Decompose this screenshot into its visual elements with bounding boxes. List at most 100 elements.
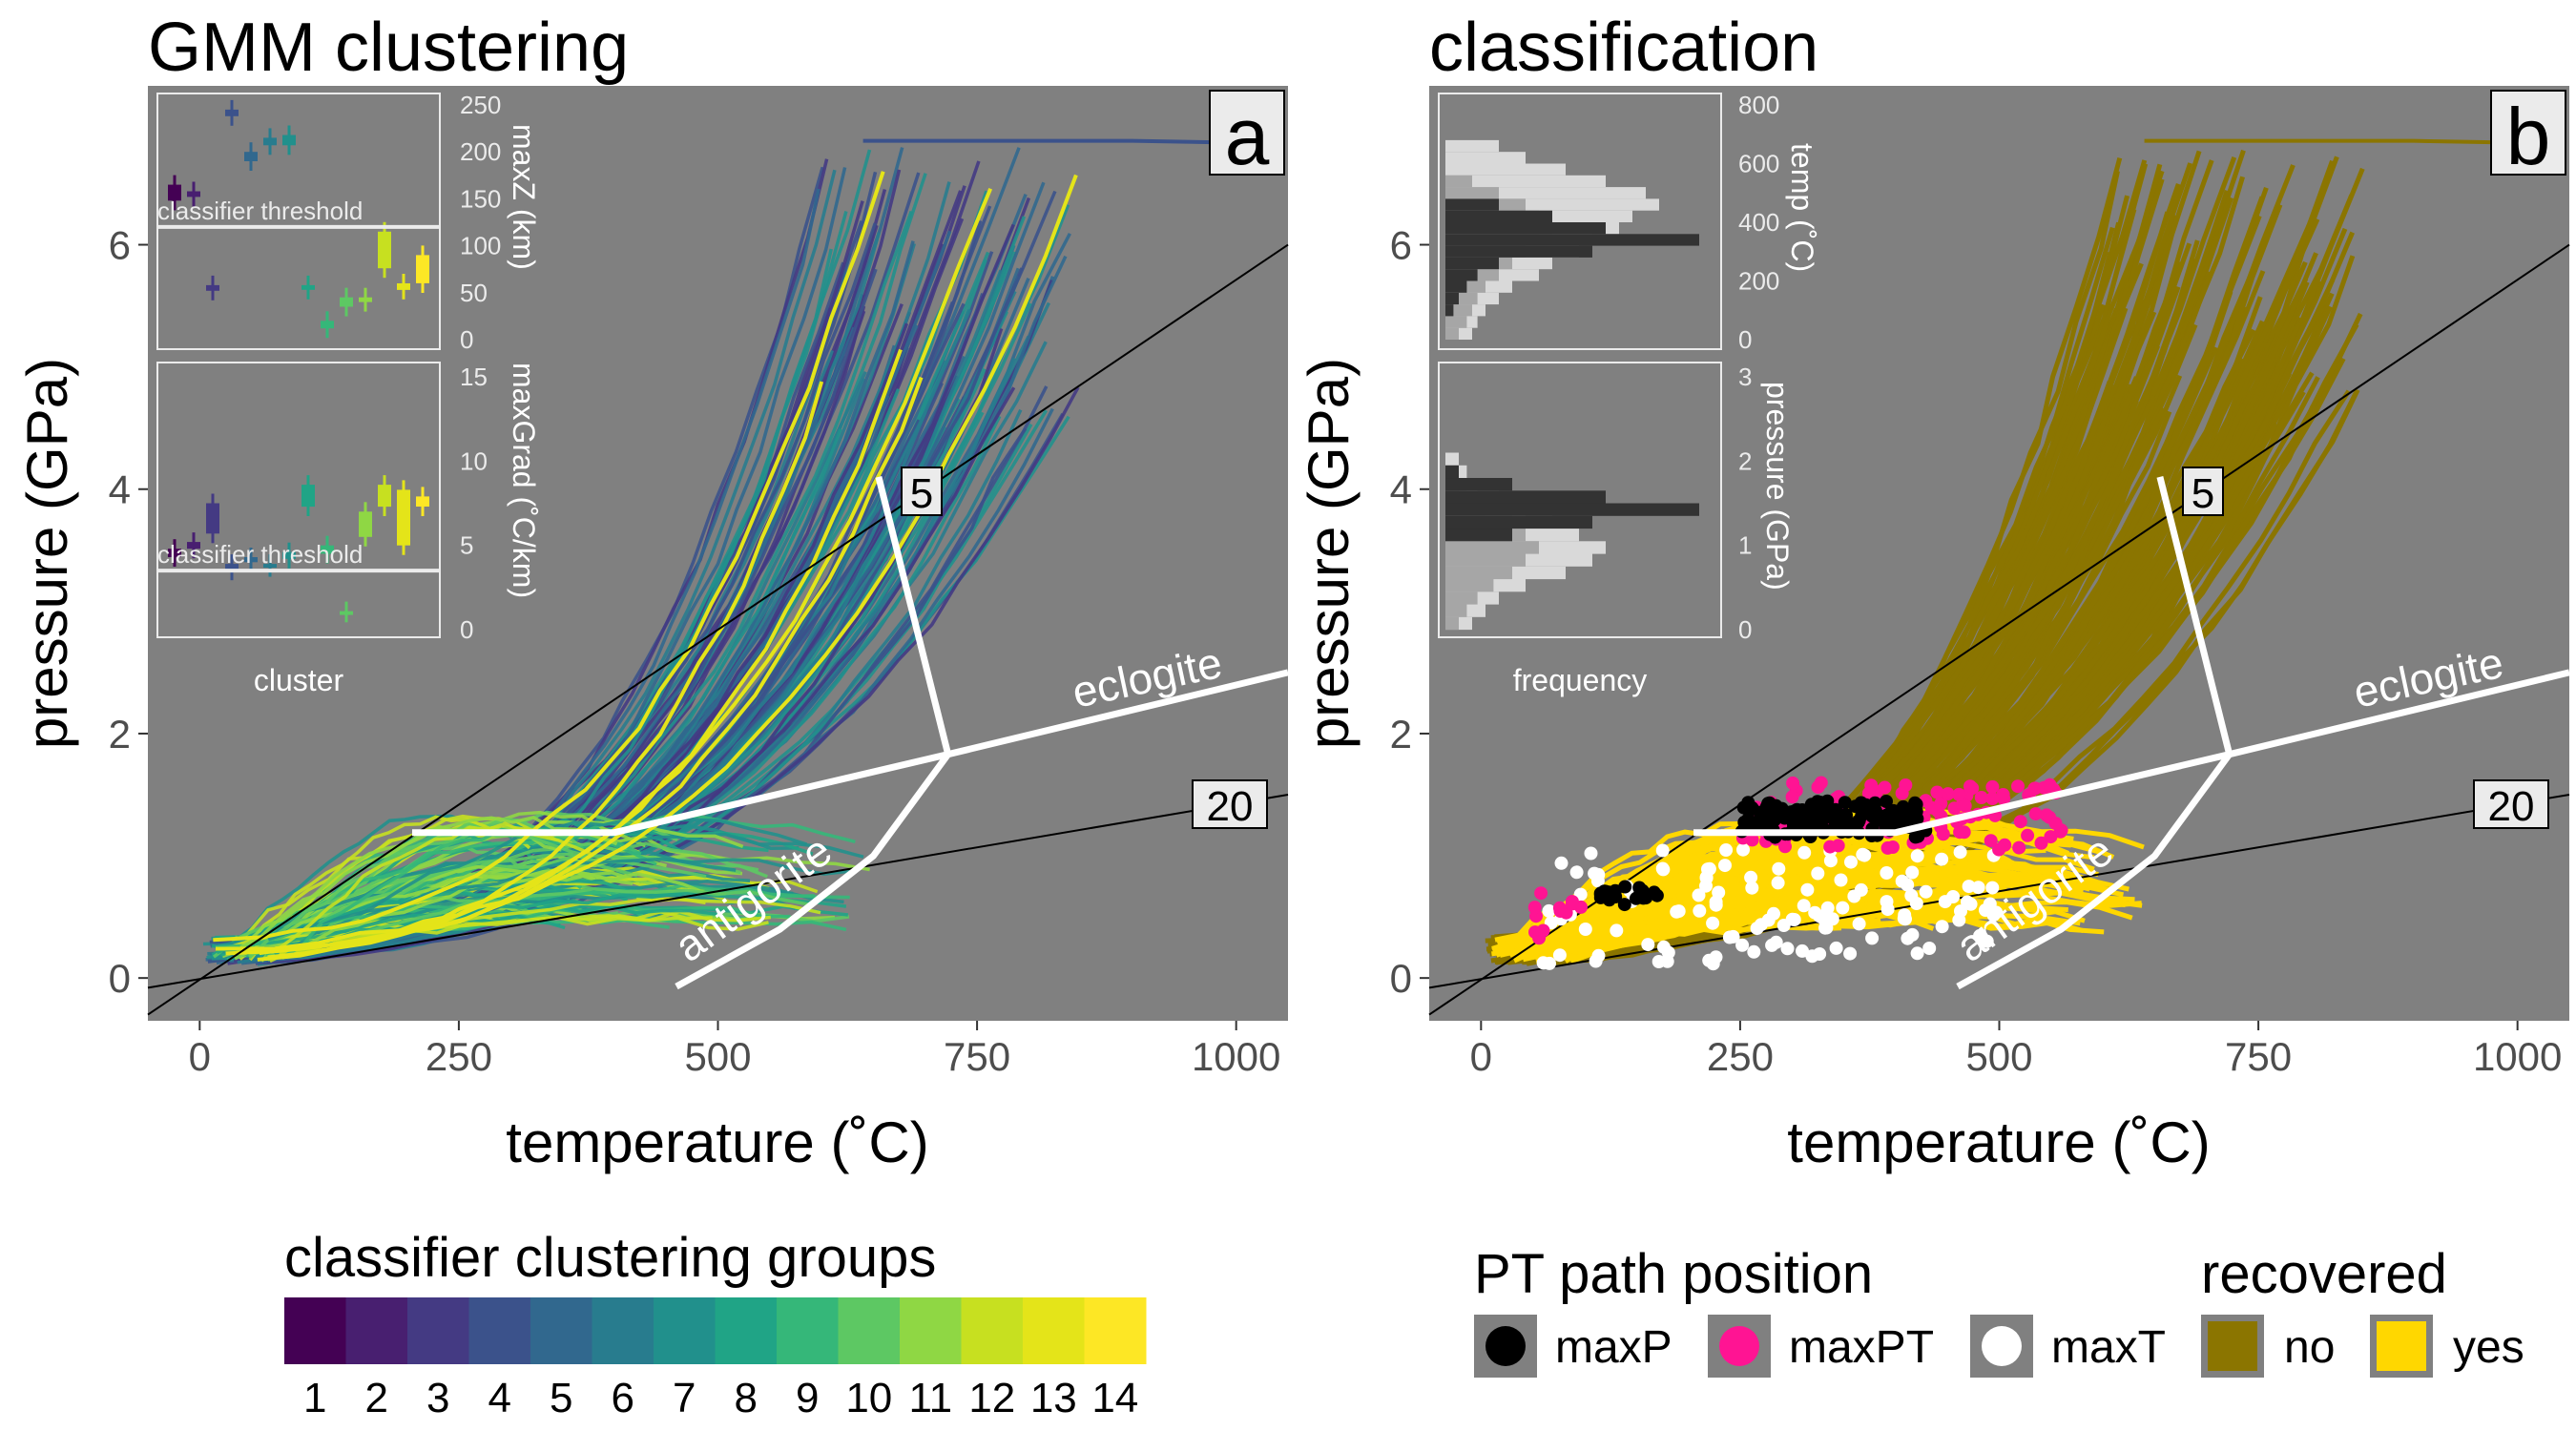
maxT-point (1706, 916, 1720, 930)
legend-maxP-dot (1485, 1326, 1526, 1366)
inset-tick-label: 0 (460, 325, 473, 354)
inset-tick-label: 800 (1738, 91, 1779, 119)
inset-temp-histogram (1445, 139, 1699, 340)
maxT-point (1922, 942, 1937, 955)
maxPT-point (1958, 798, 1972, 813)
maxPT-point (1528, 925, 1542, 940)
pt-path (279, 897, 821, 957)
inset-box-cluster-8 (301, 485, 315, 508)
maxT-point (1692, 888, 1706, 902)
maxT-point (1895, 874, 1909, 888)
geotherm-line-20 (147, 794, 1289, 989)
maxPT-point (1974, 791, 1988, 804)
inset-maxZ-threshold-label: classifier threshold (157, 197, 363, 225)
inset-box-cluster-10 (340, 611, 353, 615)
geotherm-20-label: 20 (1207, 783, 1254, 830)
maxT-point (1554, 856, 1568, 870)
maxPT-point (1985, 792, 2000, 806)
maxP-point (1811, 798, 1825, 811)
y-tick-label: 2 (109, 712, 131, 757)
maxT-point (1880, 866, 1894, 880)
inset-maxZ: classifier threshold 0 50 100 150 200 250 max… (156, 91, 541, 354)
geotherm-20-label-box (1192, 779, 1268, 829)
maxT-point (1780, 942, 1795, 956)
maxT-point (1718, 859, 1732, 873)
maxT-point (1843, 946, 1858, 961)
maxT-point (1655, 861, 1670, 876)
inset-box-cluster-5 (244, 557, 258, 563)
legend-label-2: 2 (365, 1375, 388, 1421)
inset-box-cluster-6 (263, 137, 277, 146)
maxT-point (1834, 873, 1848, 887)
maxT-point (1805, 949, 1819, 964)
maxPT-point (1936, 827, 1950, 841)
inset-maxGrad-xlabel: cluster (254, 663, 344, 697)
maxPT-point (1527, 901, 1542, 915)
inset-box-cluster-3 (206, 284, 219, 291)
maxT-point (1787, 913, 1801, 926)
legend-clustering-groups: classifier clustering groups 1 2 3 4 5 6 7 8 9 10… (284, 1227, 1147, 1421)
inset-box-cluster-11 (359, 297, 372, 302)
maxPT-point (1984, 834, 1998, 848)
inset-maxGrad-threshold-label: classifier threshold (157, 540, 363, 569)
histogram-bar (1445, 304, 1454, 317)
maxT-point (1641, 938, 1655, 952)
legend-label-11: 11 (908, 1375, 952, 1421)
inset-temp-frame (1438, 93, 1722, 350)
maxPT-point (2011, 779, 2025, 794)
maxT-point (1973, 928, 1987, 943)
histogram-bar (1445, 187, 1499, 199)
panel-a-xlabel: temperature (˚C) (506, 1110, 928, 1174)
maxPT-point (1786, 776, 1800, 790)
maxPT-point (1992, 842, 2006, 857)
x-tick-label: 500 (684, 1034, 751, 1079)
maxT-point (1610, 923, 1624, 938)
histogram-bar (1445, 490, 1606, 504)
maxPT-point (1953, 825, 1967, 840)
inset-temp: 0 200 400 600 800 temp (˚C) (1438, 91, 1819, 354)
maxT-point (1693, 903, 1707, 918)
panel-a-plot-background (148, 86, 1288, 1021)
maxT-point (1699, 871, 1714, 885)
inset-maxZ-boxes (168, 99, 429, 339)
histogram-bar (1445, 222, 1606, 235)
maxPT-point (1878, 780, 1892, 795)
x-tick-label: 250 (1707, 1034, 1774, 1079)
inset-temp-xlabel: frequency (1513, 663, 1648, 697)
panel-b-title: classification (1429, 10, 1818, 86)
inset-temp-ylabel: temp (˚C) (1785, 143, 1819, 272)
maxPT-point (1785, 790, 1799, 804)
legend-swatch-9 (777, 1297, 839, 1364)
panel-a-letter: a (1225, 92, 1270, 181)
inset-box-cluster-2 (187, 542, 200, 550)
legend-label-14: 14 (1091, 1375, 1138, 1421)
maxPT-point (2012, 840, 2026, 855)
maxT-point (1767, 906, 1780, 921)
maxP-point (1602, 885, 1616, 900)
geotherm-line-5 (147, 243, 1289, 1016)
maxP-point (1856, 800, 1870, 814)
y-tick-label: 2 (1390, 712, 1412, 757)
histogram-bar (1445, 280, 1467, 293)
maxT-point (1736, 842, 1750, 857)
maxT-point (1811, 866, 1825, 881)
inset-box-cluster-1 (168, 549, 181, 557)
panel-b-letter-box (2490, 90, 2566, 176)
maxP-point (1632, 881, 1647, 895)
maxT-point (1771, 876, 1785, 890)
legend-label-13: 13 (1030, 1375, 1077, 1421)
legend-swatch-5 (530, 1297, 592, 1364)
histogram-bar (1445, 327, 1459, 340)
legend-swatch-2 (345, 1297, 408, 1364)
maxT-point (1709, 950, 1723, 964)
legend-label-10: 10 (845, 1375, 892, 1421)
legend-recovered-title: recovered (2201, 1243, 2447, 1305)
histogram-bar (1445, 269, 1478, 281)
b-geotherm-5-label-box (2182, 467, 2224, 516)
legend-pt-path: PT path position maxP maxPT maxT (1474, 1243, 2166, 1378)
legend-recovered-yes-swatch (2377, 1321, 2426, 1371)
pt-path (287, 872, 707, 955)
histogram-bar (1445, 515, 1592, 529)
maxP-point (1763, 806, 1777, 820)
